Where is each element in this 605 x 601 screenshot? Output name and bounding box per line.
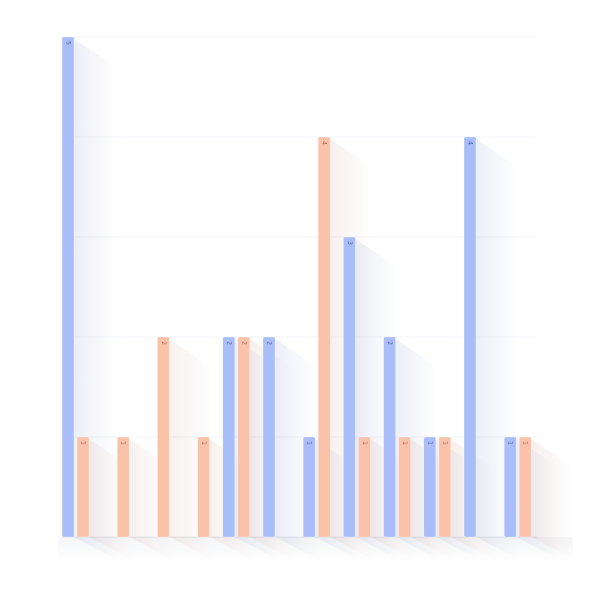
data-label: 1 bbox=[401, 441, 408, 445]
bar bbox=[302, 436, 316, 538]
bar-shadow bbox=[531, 439, 574, 559]
data-label: 2 bbox=[240, 341, 247, 345]
data-label: 1 bbox=[120, 441, 127, 445]
data-label: 3 bbox=[346, 241, 353, 245]
data-label: 4 bbox=[467, 141, 474, 145]
bar bbox=[503, 436, 517, 538]
data-label: 2 bbox=[225, 341, 232, 345]
data-label: 1 bbox=[507, 441, 514, 445]
bar bbox=[116, 436, 130, 538]
data-label-layer: 5 1 1 2 1 2 2 2 1 4 3 1 2 1 1 1 4 1 1 bbox=[65, 41, 529, 445]
bar bbox=[423, 436, 437, 538]
data-label: 1 bbox=[361, 441, 368, 445]
bar bbox=[197, 436, 210, 538]
bar bbox=[438, 436, 452, 538]
bar bbox=[157, 336, 170, 538]
bar bbox=[358, 436, 371, 538]
data-label: 1 bbox=[426, 441, 433, 445]
bar bbox=[76, 436, 90, 538]
data-label: 1 bbox=[522, 441, 529, 445]
bar bbox=[262, 336, 276, 538]
data-label: 1 bbox=[80, 441, 87, 445]
data-label: 2 bbox=[386, 341, 393, 345]
bar bbox=[343, 236, 356, 538]
bar bbox=[383, 336, 396, 538]
data-label: 2 bbox=[266, 341, 273, 345]
bar bbox=[237, 336, 251, 538]
bar bbox=[317, 136, 331, 538]
data-label: 1 bbox=[200, 441, 207, 445]
bar-shadow bbox=[74, 39, 116, 559]
bar-layer bbox=[61, 36, 532, 538]
data-label: 4 bbox=[321, 141, 328, 145]
bar bbox=[463, 136, 477, 538]
data-label: 2 bbox=[160, 341, 167, 345]
bar bbox=[398, 436, 411, 538]
bar bbox=[61, 36, 75, 538]
bar bbox=[222, 336, 236, 538]
data-label: 5 bbox=[65, 41, 72, 45]
data-label: 1 bbox=[441, 441, 448, 445]
bar bbox=[518, 436, 532, 538]
data-label: 1 bbox=[306, 441, 313, 445]
